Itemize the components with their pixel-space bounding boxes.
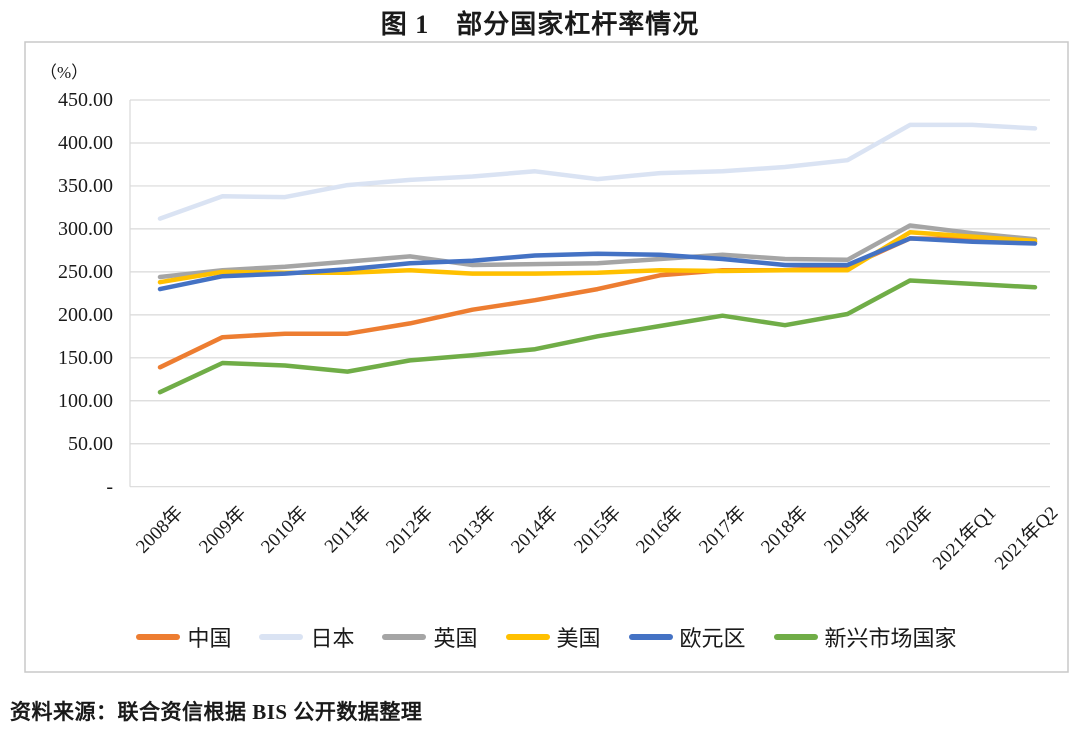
legend-label: 新兴市场国家 xyxy=(824,626,957,651)
chart-frame-border xyxy=(24,41,1069,673)
y-tick-label: 150.00 xyxy=(58,346,113,369)
y-tick-label: 400.00 xyxy=(58,131,113,154)
series-line xyxy=(157,278,1038,395)
series-line xyxy=(157,122,1038,221)
y-tick-label: 450.00 xyxy=(58,89,113,111)
y-tick-label: 350.00 xyxy=(58,174,113,197)
source-note: 资料来源：联合资信根据 BIS 公开数据整理 xyxy=(10,700,423,724)
y-tick-label: 200.00 xyxy=(58,303,113,326)
legend-label: 日本 xyxy=(310,626,355,651)
y-tick-label: 250.00 xyxy=(58,260,113,283)
legend-item: 欧元区 xyxy=(628,621,746,653)
series-line xyxy=(157,223,1038,280)
legend-swatch xyxy=(382,634,427,640)
legend-swatch xyxy=(773,634,818,640)
series-line xyxy=(157,236,1038,370)
y-tick-label: 100.00 xyxy=(58,389,113,412)
legend-label: 英国 xyxy=(433,626,478,651)
legend-swatch xyxy=(628,634,673,640)
legend-label: 欧元区 xyxy=(679,626,746,651)
chart-title: 图 1 部分国家杠杆率情况 xyxy=(380,10,700,39)
y-tick-label: 300.00 xyxy=(58,217,113,240)
legend-item: 美国 xyxy=(505,621,601,653)
legend: 中国 日本 英国 美国 欧元区 新兴市场国家 xyxy=(25,620,1068,654)
y-axis-unit-label: （%） xyxy=(40,63,89,82)
legend-swatch xyxy=(259,634,304,640)
legend-swatch xyxy=(505,634,550,640)
y-tick-label: - xyxy=(106,475,113,498)
legend-label: 美国 xyxy=(556,626,601,651)
legend-label: 中国 xyxy=(187,626,232,651)
series-line xyxy=(157,236,1038,292)
legend-item: 日本 xyxy=(259,621,354,653)
legend-item: 英国 xyxy=(382,621,478,653)
legend-item: 中国 xyxy=(136,621,231,653)
legend-swatch xyxy=(136,634,181,640)
legend-item: 新兴市场国家 xyxy=(773,621,957,653)
y-tick-label: 50.00 xyxy=(68,432,113,455)
